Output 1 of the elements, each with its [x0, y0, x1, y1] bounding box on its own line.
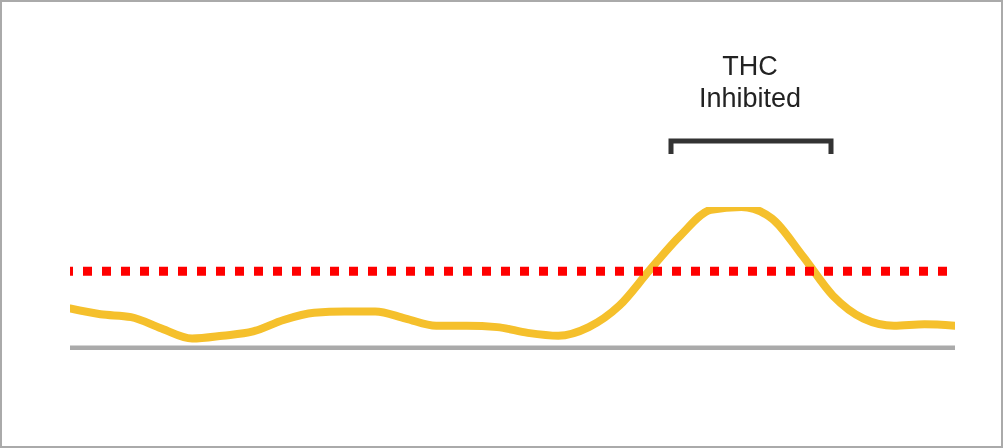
text: THC Inhibited [697, 50, 803, 114]
